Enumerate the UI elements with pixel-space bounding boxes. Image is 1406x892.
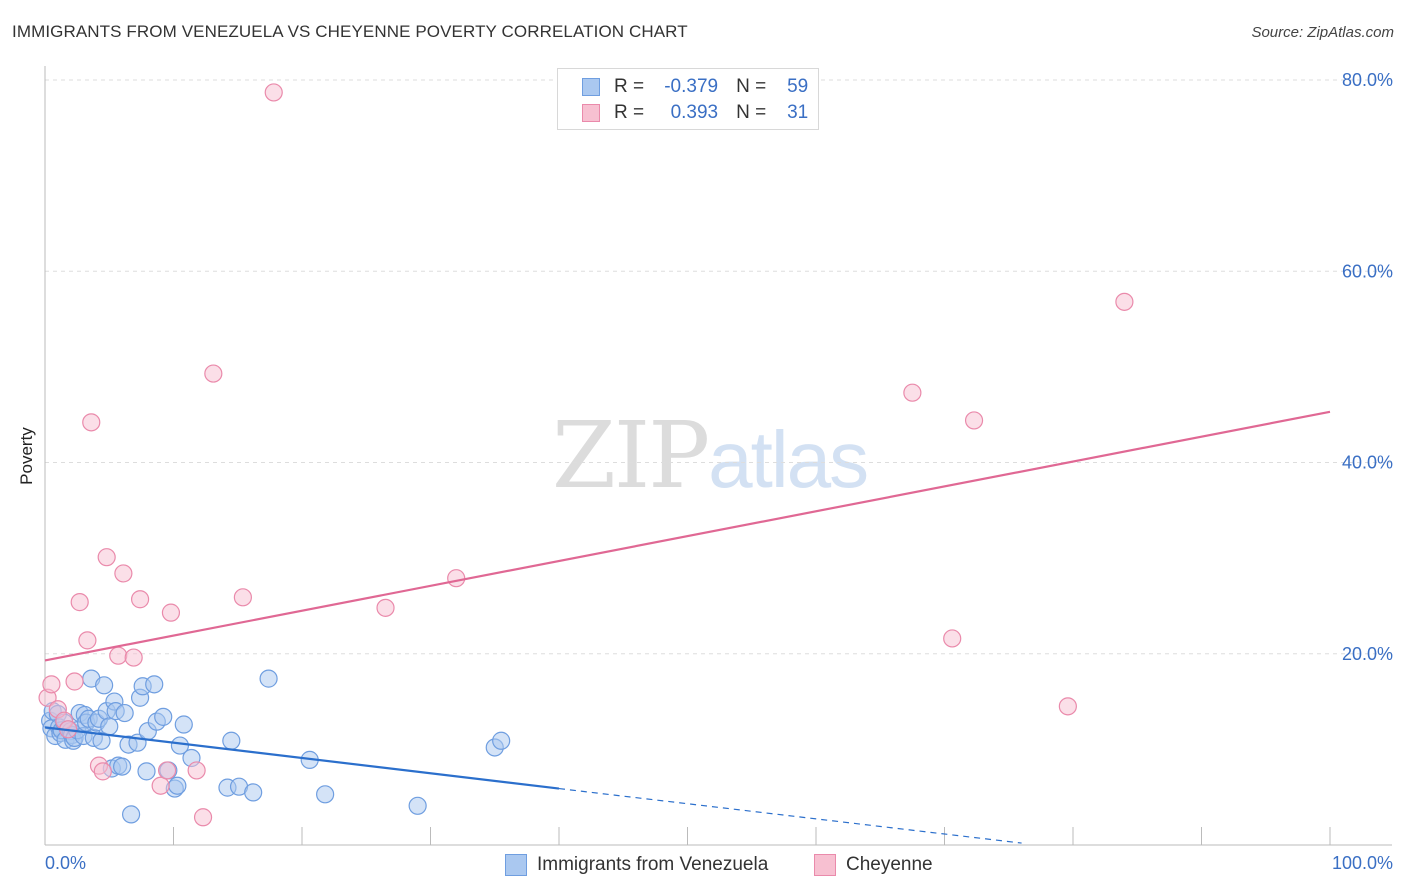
legend-r-value: -0.379: [664, 76, 719, 97]
legend-row-venezuela: R = -0.379 N = 59: [582, 75, 808, 99]
point-cheyenne: [903, 383, 922, 402]
y-tick-label: 60.0%: [1342, 261, 1393, 281]
point-cheyenne: [376, 598, 395, 617]
trend-lines: [44, 410, 1331, 844]
point-cheyenne: [1058, 697, 1077, 716]
series-legend-cheyenne: Cheyenne: [814, 852, 933, 878]
point-cheyenne: [93, 762, 112, 781]
axes: [44, 66, 1392, 846]
point-venezuela: [137, 762, 156, 781]
point-venezuela: [222, 731, 241, 750]
point-cheyenne: [65, 672, 84, 691]
point-cheyenne: [161, 603, 181, 622]
trendline-venezuela-extension: [558, 787, 1022, 844]
point-venezuela: [95, 676, 114, 695]
chart-title: IMMIGRANTS FROM VENEZUELA VS CHEYENNE PO…: [12, 22, 688, 41]
point-cheyenne: [97, 548, 116, 567]
point-cheyenne: [114, 564, 133, 583]
correlation-legend: R = -0.379 N = 59 R = 0.393 N = 31: [557, 68, 819, 130]
series-label-venezuela: Immigrants from Venezuela: [537, 854, 769, 875]
point-cheyenne: [447, 569, 466, 588]
point-venezuela: [112, 757, 132, 776]
legend-n-value: 31: [787, 102, 809, 123]
point-cheyenne: [42, 675, 61, 694]
point-venezuela: [408, 796, 427, 815]
y-tick-label: 80.0%: [1342, 70, 1393, 90]
x-tick-label: 100.0%: [1332, 853, 1393, 873]
point-cheyenne: [204, 364, 223, 383]
point-cheyenne: [130, 590, 150, 609]
legend-swatch-blue: [582, 78, 600, 96]
point-cheyenne: [124, 648, 143, 667]
legend-r-label: R =: [614, 102, 645, 123]
point-cheyenne: [943, 629, 962, 648]
legend-row-cheyenne: R = 0.393 N = 31: [582, 101, 808, 125]
grid-lines: [45, 79, 1392, 655]
point-cheyenne: [109, 646, 128, 665]
point-cheyenne: [151, 776, 170, 795]
point-venezuela: [100, 717, 119, 736]
legend-n-value: 59: [787, 76, 809, 97]
point-venezuela: [259, 669, 278, 688]
point-cheyenne: [964, 411, 984, 430]
point-cheyenne: [157, 761, 177, 780]
series-swatch-pink: [814, 854, 836, 876]
point-venezuela: [92, 731, 111, 750]
point-cheyenne: [1115, 292, 1134, 311]
y-tick-label: 40.0%: [1342, 453, 1393, 473]
source-credit: Source: ZipAtlas.com: [1251, 24, 1394, 41]
series-legend: Immigrants from Venezuela Cheyenne: [0, 852, 1406, 878]
tick-labels: 20.0% 40.0% 60.0% 80.0% 0.0% 100.0%: [45, 70, 1393, 873]
legend-swatch-pink: [582, 104, 600, 122]
point-cheyenne: [70, 593, 89, 612]
point-venezuela: [492, 731, 511, 750]
point-venezuela: [244, 783, 263, 802]
point-venezuela: [121, 805, 141, 824]
legend-n-label: N =: [736, 102, 767, 123]
point-venezuela: [316, 785, 335, 804]
data-points: [38, 83, 1134, 827]
trendline-venezuela: [44, 726, 560, 790]
series-swatch-blue: [505, 854, 527, 876]
point-venezuela: [145, 675, 164, 694]
legend-r-label: R =: [614, 76, 645, 97]
series-label-cheyenne: Cheyenne: [846, 854, 933, 875]
point-venezuela: [168, 776, 187, 795]
series-legend-venezuela: Immigrants from Venezuela: [505, 852, 768, 878]
point-cheyenne: [264, 83, 283, 102]
point-venezuela: [174, 715, 193, 734]
point-cheyenne: [233, 588, 252, 607]
point-venezuela: [115, 703, 134, 723]
y-tick-label: 20.0%: [1342, 644, 1393, 664]
point-cheyenne: [82, 413, 101, 432]
point-cheyenne: [78, 631, 97, 650]
point-cheyenne: [187, 761, 206, 780]
x-tick-label: 0.0%: [45, 853, 86, 873]
trendline-cheyenne: [44, 410, 1331, 662]
point-venezuela: [154, 707, 173, 726]
legend-n-label: N =: [736, 76, 767, 97]
point-cheyenne: [193, 808, 213, 827]
legend-r-value: 0.393: [670, 102, 719, 123]
